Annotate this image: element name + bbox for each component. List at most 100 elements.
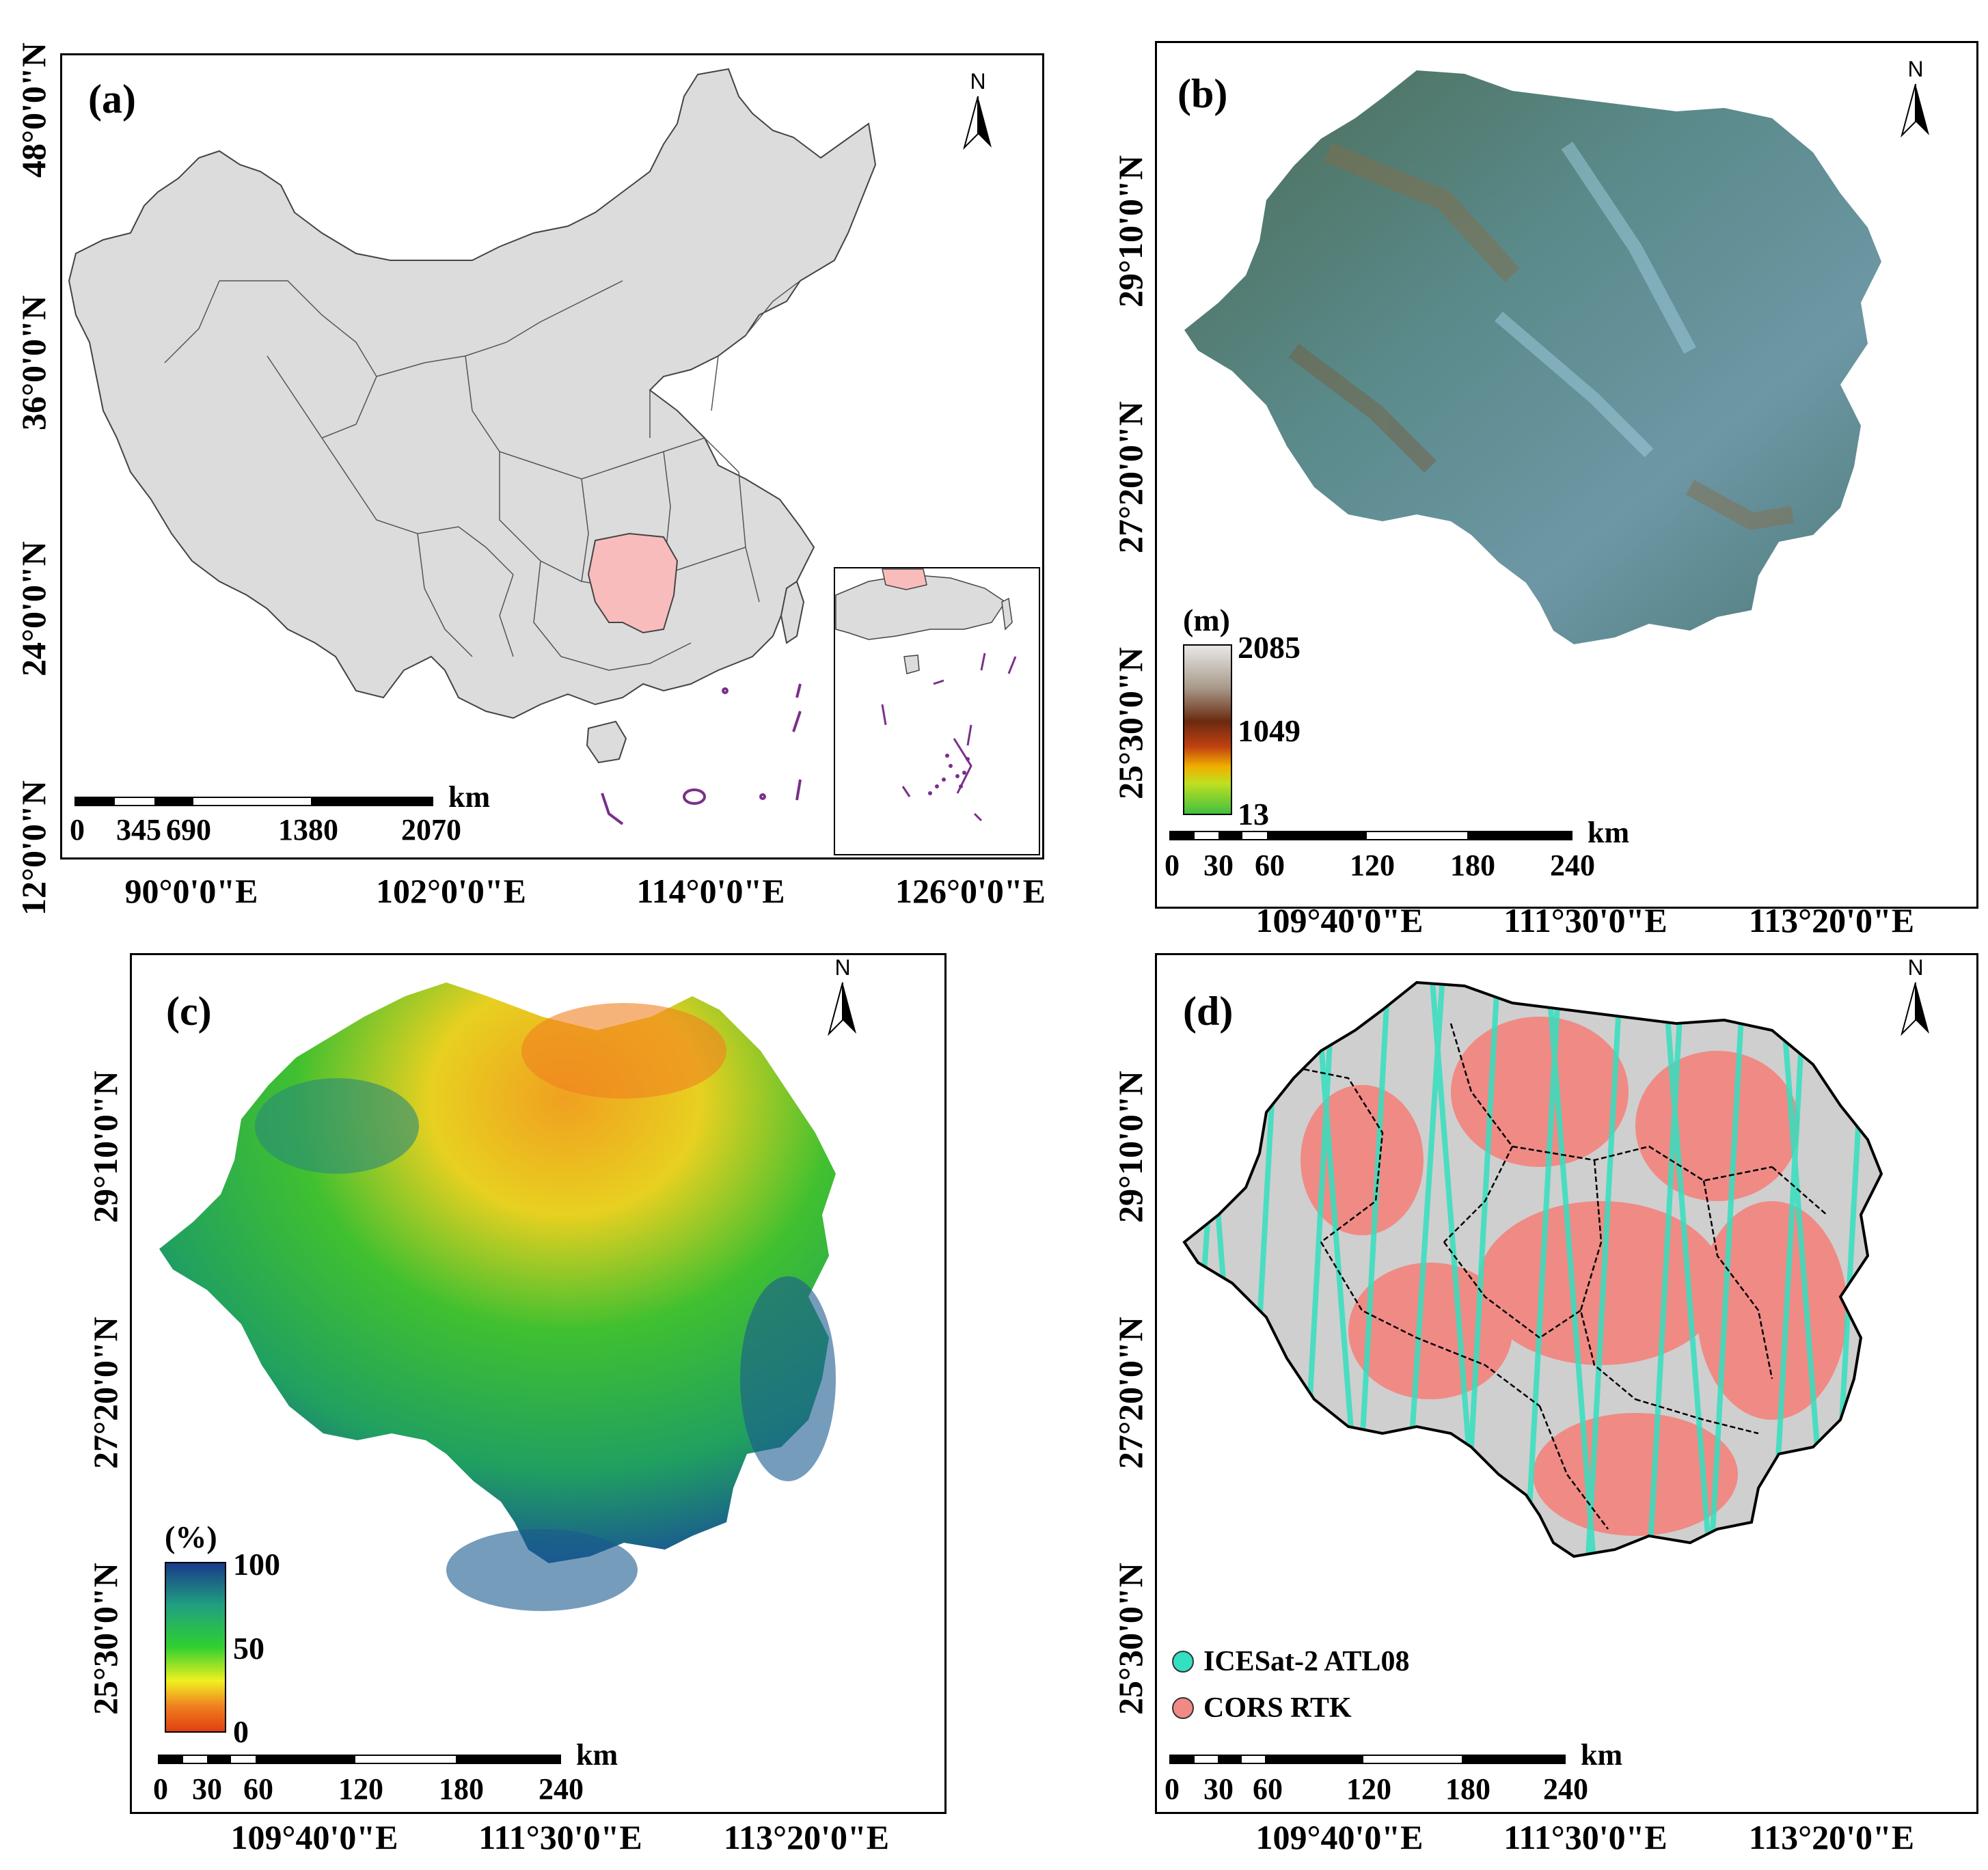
scale-tick: 690 [166,813,211,847]
lat-label: 29°10'0"N [1111,155,1149,307]
scale-tick: 120 [1350,849,1395,882]
scale-unit-b: km [1588,816,1630,849]
colorbar-mid-c: 50 [233,1631,264,1666]
north-label: N [970,69,986,94]
colorbar-max-c: 100 [233,1547,280,1582]
north-arrow-icon [1916,982,1929,1034]
china-landmass [68,68,877,719]
scale-bar-c [158,1755,561,1764]
lat-label: 24°0'0"N [14,541,53,676]
taiwan-island [780,580,805,644]
north-arrow-icon [843,982,856,1034]
lat-label: 25°30'0"N [1111,647,1149,799]
scale-tick: 0 [153,1772,168,1806]
north-arrow-icon [978,96,992,148]
scale-tick: 0 [70,813,85,847]
panel-d-validation-data-map: (d) [1155,953,1978,1814]
lon-label: 111°30'0"E [1503,1818,1667,1856]
scale-tick: 180 [1445,1772,1490,1806]
panel-a-label: (a) [88,77,136,122]
lat-label: 27°20'0"N [1111,1317,1149,1469]
north-label: N [1907,57,1924,81]
scale-tick: 240 [539,1772,584,1806]
panel-b-label: (b) [1177,71,1228,116]
colorbar-min-b: 13 [1238,797,1269,831]
scale-tick: 180 [1450,849,1495,882]
lon-label: 109°40'0"E [230,1818,398,1856]
scale-tick: 0 [1165,1772,1180,1806]
north-arrow-d: N [1895,955,1936,1044]
china-outline-map [68,68,1040,855]
scale-unit-d: km [1581,1738,1623,1772]
scale-tick: 345 [116,813,161,847]
north-label: N [1907,955,1924,980]
lon-label: 114°0'0"E [636,872,785,910]
scale-tick: 60 [1253,1772,1283,1806]
hunan-satellite-image [1184,70,1881,644]
scale-tick: 2070 [401,813,461,847]
scale-tick: 1380 [278,813,338,847]
scale-tick: 120 [338,1772,383,1806]
lon-label: 90°0'0"E [124,872,258,910]
legend-item-cors: CORS RTK [1172,1692,1352,1724]
scale-bar-b [1169,831,1572,840]
lon-label: 126°0'0"E [895,872,1046,910]
north-arrow-a: N [957,69,998,158]
north-arrow-c: N [822,955,863,1044]
colorbar-title-b: (m) [1183,603,1230,637]
legend-item-icesat: ICESat-2 ATL08 [1172,1645,1409,1678]
lat-label: 48°0'0"N [14,42,53,178]
scale-tick: 30 [192,1772,222,1806]
panel-c-label: (c) [166,989,212,1034]
hunan-canopy-cover-raster [159,982,836,1611]
scale-bar-a [74,797,433,806]
elevation-colorbar [1183,644,1232,815]
lat-label: 29°10'0"N [86,1071,124,1223]
scale-tick: 30 [1203,1772,1234,1806]
scale-tick: 60 [243,1772,273,1806]
lon-label: 113°20'0"E [1748,1818,1915,1856]
lat-label: 27°20'0"N [86,1317,124,1469]
colorbar-max-b: 2085 [1238,630,1301,665]
panel-c-canopy-cover-map: (c) N (%) 100 50 0 km 0 30 60 [130,953,947,1814]
scale-unit-c: km [576,1738,618,1772]
scale-bar-d [1169,1755,1566,1764]
hainan-island [586,720,627,764]
lon-label: 109°40'0"E [1255,901,1424,939]
lon-label: 113°20'0"E [1748,901,1915,939]
scale-tick: 120 [1346,1772,1391,1806]
scale-tick: 180 [439,1772,484,1806]
scale-tick: 30 [1203,849,1234,882]
north-arrow-icon [1916,84,1929,135]
colorbar-min-c: 0 [233,1714,249,1749]
panel-d-label: (d) [1183,989,1234,1034]
south-china-sea-islands [601,683,802,825]
scale-tick: 240 [1550,849,1595,882]
hunan-validation-samples-map [1182,980,1883,1558]
canopy-cover-colorbar [165,1562,226,1733]
lat-label: 29°10'0"N [1111,1071,1149,1223]
lon-label: 109°40'0"E [1255,1818,1424,1856]
hunan-province-highlight [587,532,679,634]
legend-label: ICESat-2 ATL08 [1203,1646,1410,1677]
cors-legend-dot [1172,1697,1194,1719]
lat-label: 27°20'0"N [1111,401,1149,553]
north-arrow-b: N [1895,57,1936,146]
panel-a-china-map: (a) [60,53,1044,860]
scale-unit-a: km [448,780,491,814]
scale-tick: 0 [1165,849,1180,882]
scale-tick: 60 [1255,849,1285,882]
lat-label: 36°0'0"N [14,295,53,430]
panel-b-satellite-map: (b) N (m) 2085 1049 13 km 0 30 [1155,41,1978,909]
icesat-legend-dot [1172,1651,1194,1673]
lon-label: 113°20'0"E [723,1818,890,1856]
lat-label: 25°30'0"N [1111,1563,1149,1715]
colorbar-mid-b: 1049 [1238,713,1301,748]
lon-label: 111°30'0"E [1503,901,1667,939]
scale-tick: 240 [1543,1772,1588,1806]
north-label: N [834,955,851,980]
lat-label: 12°0'0"N [14,780,53,916]
lon-label: 102°0'0"E [376,872,526,910]
colorbar-title-c: (%) [165,1520,217,1554]
lon-label: 111°30'0"E [478,1818,642,1856]
